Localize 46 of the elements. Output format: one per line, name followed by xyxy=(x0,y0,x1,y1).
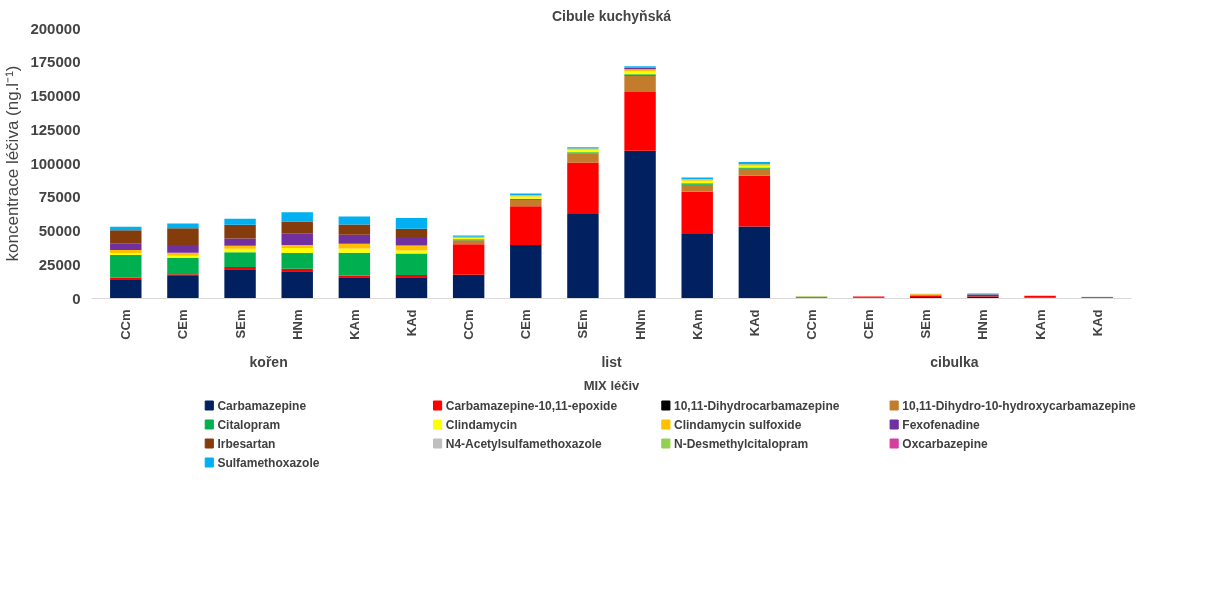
x-tick-label: CEm xyxy=(518,309,534,340)
x-tick-label: HNm xyxy=(632,309,648,340)
legend-label: Clindamycin xyxy=(445,417,518,432)
legend-label: Fexofenadine xyxy=(902,417,980,432)
x-tick-label: SEm xyxy=(918,309,934,339)
x-tick-label: KAd xyxy=(404,309,419,337)
x-tick-label: CCm xyxy=(118,309,134,340)
x-tick-label: CEm xyxy=(175,309,191,340)
legend-label: Citalopram xyxy=(217,417,281,432)
legend-label: N4-Acetylsulfamethoxazole xyxy=(445,436,603,451)
legend-label: Carbamazepine xyxy=(217,398,307,413)
x-tick-label: KAd xyxy=(746,309,762,337)
text: list xyxy=(601,353,622,370)
x-tick-label: KAm xyxy=(346,309,362,340)
y-tick-label: 125000 xyxy=(30,120,81,138)
legend-label: N-Desmethylcitalopram xyxy=(674,436,809,451)
y-tick-label: 50000 xyxy=(38,222,81,239)
x-tick-label: SEm xyxy=(575,309,591,339)
x-tick-label: SEm xyxy=(232,309,248,339)
x-tick-label: CCm xyxy=(461,309,477,340)
x-tick-label: HNm xyxy=(975,309,991,340)
y-tick-label: 200000 xyxy=(30,19,81,37)
chart-title: Cibule kuchyňská xyxy=(551,7,672,24)
x-tick-label: CEm xyxy=(861,309,877,340)
x-tick-label: KAm xyxy=(689,309,705,340)
y-tick-label: 175000 xyxy=(30,53,81,71)
y-tick-label: 25000 xyxy=(38,255,81,273)
y-tick-label: 75000 xyxy=(38,188,81,206)
legend-label: Carbamazepine-10,11-epoxide xyxy=(445,398,618,413)
legend-label: Sulfamethoxazole xyxy=(217,455,320,470)
y-tick-label: 150000 xyxy=(30,87,81,104)
x-tick-label: HNm xyxy=(289,309,305,340)
legend-label: 10,11-Dihydrocarbamazepine xyxy=(674,398,840,413)
y-tick-label: 100000 xyxy=(30,154,81,172)
x-axis-title: MIX léčiv xyxy=(583,377,641,393)
legend-label: Oxcarbazepine xyxy=(902,436,989,451)
legend-label: Clindamycin sulfoxide xyxy=(674,417,802,432)
text: kořen xyxy=(249,353,288,370)
text: cibulka xyxy=(930,353,979,370)
legend-label: 10,11-Dihydro-10-hydroxycarbamazepine xyxy=(902,398,1137,413)
legend-label: Irbesartan xyxy=(217,436,276,451)
x-tick-label: KAm xyxy=(1032,309,1048,340)
y-axis-title: koncentrace léčiva (ng.l⁻¹) xyxy=(3,65,23,262)
x-tick-label: CCm xyxy=(804,309,819,340)
y-tick-label: 0 xyxy=(72,289,81,307)
x-tick-label: KAd xyxy=(1089,309,1105,337)
